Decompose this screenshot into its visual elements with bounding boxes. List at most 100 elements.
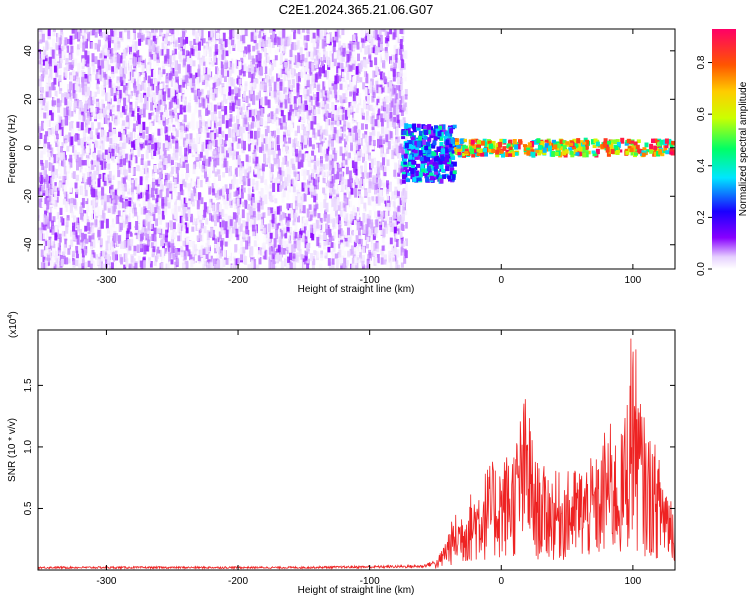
spectrogram-cell — [100, 129, 104, 140]
spectrogram-cell — [106, 249, 110, 256]
spectrogram-cell — [155, 218, 159, 226]
spectrogram-cell — [177, 162, 180, 171]
spectrogram-cell — [338, 40, 342, 48]
spectrogram-cell — [47, 85, 51, 92]
spectrogram-cell — [353, 247, 357, 255]
spectrogram-cell — [170, 252, 174, 259]
spectrogram-cell — [44, 183, 48, 192]
spectrogram-cell — [156, 142, 160, 150]
spectrogram-cell — [137, 77, 140, 85]
spectrogram-cell — [235, 212, 239, 223]
spectrogram-cell — [121, 45, 125, 52]
spectrogram-cell — [376, 131, 380, 142]
spectrogram-cell — [49, 226, 53, 233]
spectrogram-cell — [141, 154, 144, 160]
spectrogram-cell — [220, 240, 224, 251]
spectrogram-cell — [389, 56, 392, 64]
spectrogram-cell — [82, 42, 86, 52]
spectrogram-cell — [152, 212, 156, 221]
spectrogram-cell — [109, 210, 113, 219]
spectrogram-cell — [351, 63, 355, 70]
spectrogram-cell — [271, 39, 275, 48]
spectrogram-cell — [105, 259, 108, 268]
spectrogram-cell — [79, 47, 83, 55]
spectrogram-cell — [103, 152, 107, 159]
spectrogram-cell — [90, 42, 94, 49]
spectrogram-cell — [208, 239, 212, 248]
spectrogram-cell — [130, 254, 134, 263]
spectrogram-cell — [328, 233, 332, 242]
spectrogram-cell — [149, 221, 153, 230]
spectrogram-cell — [70, 87, 74, 93]
spectrogram-cell — [43, 224, 47, 231]
spectrogram-cell — [368, 258, 372, 266]
spectrogram-cell — [87, 99, 91, 110]
spectrogram-cell — [51, 251, 55, 261]
spectrogram-cell — [230, 89, 234, 95]
spectrogram-cell — [85, 234, 89, 240]
spectrogram-cell — [220, 100, 224, 110]
spectrogram-cell — [324, 113, 328, 122]
spectrogram-cell — [286, 226, 290, 233]
spectrogram-cell — [93, 260, 97, 269]
spectrogram-cell — [340, 133, 344, 141]
spectrogram-cell — [244, 118, 248, 125]
spectrogram-cell — [195, 72, 199, 79]
spectrogram-cell — [320, 60, 324, 66]
spectrogram-cell — [118, 150, 122, 157]
spectrogram-cell — [313, 164, 317, 173]
spectrogram-cell — [368, 155, 372, 161]
spectrogram-cell — [49, 65, 53, 71]
spectrogram-cell — [108, 54, 112, 60]
spectrogram-cell — [128, 222, 132, 230]
spectrogram-cell — [76, 222, 80, 233]
spectrogram-cell — [150, 216, 154, 224]
spectrogram-cell — [240, 105, 243, 114]
spectrogram-cell — [232, 153, 235, 161]
spectrogram-cell — [234, 96, 238, 106]
spectrogram-cell — [274, 110, 278, 120]
spectrogram-cell — [284, 126, 288, 133]
spectrogram-cell — [237, 228, 241, 237]
spectrogram-cell — [275, 248, 279, 254]
spectrogram-cell — [353, 84, 357, 93]
spectrogram-cell — [211, 215, 214, 222]
spectrogram-cell — [333, 186, 336, 195]
spectrogram-cell — [267, 156, 271, 163]
spectrogram-cell — [348, 51, 352, 62]
spectrogram-cell — [64, 165, 67, 175]
spectrogram-cell — [88, 91, 92, 101]
spectrogram-cell — [251, 152, 255, 159]
spectrogram-cell — [132, 98, 136, 106]
spectrogram-cell — [59, 207, 63, 215]
spectrogram-cell — [186, 145, 189, 155]
spectrogram-cell — [63, 190, 66, 198]
spectrogram-cell — [256, 130, 260, 139]
spectrogram-cell — [338, 225, 342, 234]
spectrogram-cell — [299, 31, 303, 39]
spectrogram-cell — [176, 200, 180, 206]
spectrogram-cell — [365, 111, 369, 121]
spectrogram-cell — [165, 134, 169, 141]
spectrogram-cell — [331, 140, 334, 151]
spectrogram-cell — [168, 220, 172, 228]
spectrogram-cell — [153, 61, 156, 72]
spectrogram-cell — [344, 159, 348, 165]
spectrogram-cell — [281, 44, 285, 51]
spectrogram-cell — [244, 256, 248, 265]
spectrogram-cell — [139, 84, 143, 91]
spectrogram-cell — [357, 48, 361, 55]
spectrogram-cell — [365, 224, 369, 234]
spectrogram-cell — [336, 171, 340, 180]
spectrogram-cell — [384, 254, 387, 264]
spectrogram-cell — [324, 158, 328, 168]
spectrogram-cell — [260, 31, 264, 37]
spectrogram-cell — [362, 255, 365, 263]
spectrogram-cell — [84, 171, 88, 182]
spectrogram-cell — [307, 258, 310, 265]
spectrogram-cell — [267, 99, 271, 109]
spectrogram-cell — [250, 208, 254, 216]
spectrogram-cell — [85, 198, 89, 205]
spectrogram-cell — [75, 154, 79, 163]
spectrogram-cell — [284, 258, 287, 267]
